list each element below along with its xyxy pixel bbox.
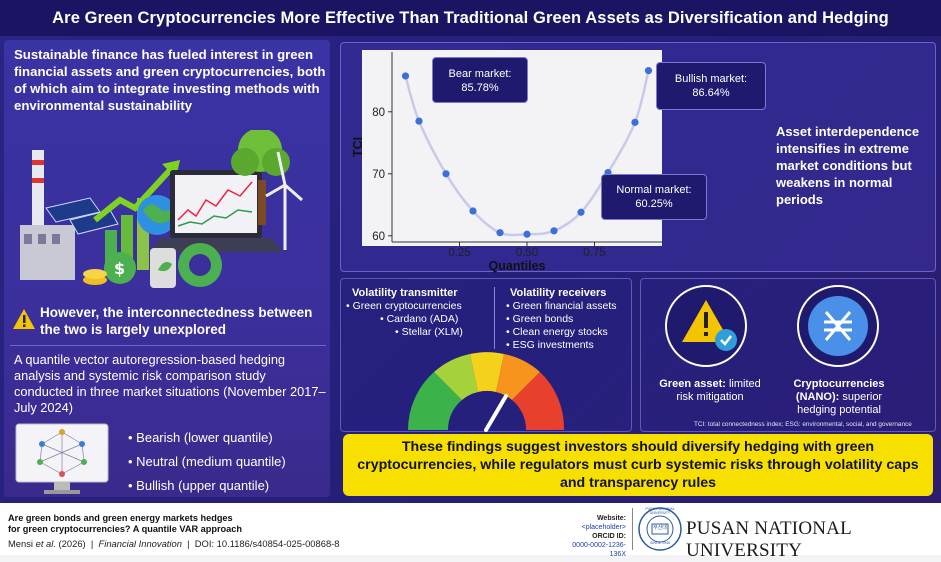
y-tick-label: 80	[372, 107, 385, 119]
bear-market-label: Bear market:	[448, 68, 512, 80]
orcid-link[interactable]: 0000-0002-1236-136X	[572, 542, 626, 558]
website-label: Website:	[596, 515, 626, 522]
tci-data-point	[442, 170, 450, 178]
green-finance-illustration: $	[20, 130, 303, 288]
nano-crypto-icon	[797, 285, 879, 367]
citation: Mensi et al. (2026) | Financial Innovati…	[8, 538, 340, 549]
university-name: PUSAN NATIONAL UNIVERSITY	[686, 518, 852, 561]
findings-box: These findings suggest investors should …	[343, 434, 933, 496]
crypto-title: Cryptocurrencies (NANO):	[793, 378, 885, 403]
warning-text: However, the interconnectedness between …	[40, 305, 313, 337]
receiver-item: • Green bonds	[506, 313, 574, 325]
y-axis-label: TCI	[351, 137, 365, 157]
receiver-title: Volatility receivers	[510, 287, 607, 299]
contact-info: Website: <placeholder> ORCID ID: 0000-00…	[560, 514, 626, 559]
network-monitor-icon	[15, 423, 109, 494]
crypto-desc: superior hedging potential	[797, 391, 883, 416]
tci-data-point	[550, 227, 558, 235]
tree-icon	[258, 180, 266, 225]
paper-title-line1: Are green bonds and green energy markets…	[8, 513, 233, 523]
green-asset-warning-icon	[665, 285, 747, 367]
footnote: TCI: total connectedness index; ESG: env…	[694, 421, 912, 428]
y-tick-label: 60	[372, 231, 385, 243]
tci-data-point	[469, 207, 477, 215]
x-tick-label: 0.50	[516, 247, 538, 259]
paper-title: Are green bonds and green energy markets…	[8, 513, 242, 535]
paper-title-line2: for green cryptocurrencies? A quantile V…	[8, 524, 242, 534]
bull-market-callout: Bullish market: 86.64%	[656, 62, 766, 110]
bear-market-value: 85.78%	[461, 82, 499, 94]
citation-year: (2026)	[55, 538, 86, 549]
transmitter-title: Volatility transmitter	[352, 287, 458, 299]
footer	[0, 503, 941, 555]
receiver-item: • ESG investments	[506, 339, 594, 351]
citation-authors: Mensi	[8, 538, 34, 549]
gauge-needle	[484, 394, 508, 432]
transmitter-item: • Green cryptocurrencies	[346, 300, 462, 312]
orcid-label: ORCID ID:	[592, 533, 626, 540]
tci-data-point	[496, 229, 504, 237]
x-tick-label: 0.75	[583, 247, 605, 259]
bull-market-value: 86.64%	[692, 87, 730, 99]
interdependence-text: Asset interdependence intensifies in ext…	[776, 124, 920, 207]
receiver-item: • Green financial assets	[506, 300, 617, 312]
citation-sep: |	[85, 538, 99, 549]
tci-data-point	[644, 67, 653, 75]
crypto-text: Cryptocurrencies (NANO): superior hedgin…	[780, 378, 898, 417]
page-title: Are Green Cryptocurrencies More Effectiv…	[0, 0, 941, 63]
footer-divider	[632, 508, 633, 550]
receiver-item: • Clean energy stocks	[506, 326, 608, 338]
divider	[10, 345, 326, 346]
transmitter-item: • Cardano (ADA)	[380, 313, 459, 325]
volatility-divider	[494, 287, 495, 349]
green-asset-title: Green asset:	[659, 378, 726, 390]
x-tick-label: 0.25	[448, 247, 470, 259]
tci-data-point	[577, 208, 585, 216]
seal-text: PUSAN NATIONAL UNIVERSITY	[645, 507, 675, 515]
growth-arrow-icon	[93, 167, 173, 223]
scenario-bullish: • Bullish (upper quantile)	[128, 478, 270, 493]
green-asset-text: Green asset: limited risk mitigation	[654, 378, 766, 404]
citation-doi[interactable]: DOI: 10.1186/s40854-025-00868-8	[194, 538, 340, 549]
money-bag-icon	[104, 252, 136, 284]
citation-sep: |	[181, 538, 195, 549]
volatility-gauge-icon	[408, 352, 565, 432]
normal-market-label: Normal market:	[616, 184, 692, 196]
tci-data-point	[415, 117, 423, 125]
tci-data-point	[631, 118, 639, 126]
study-description: A quantile vector autoregression-based h…	[14, 352, 326, 415]
green-asset-desc: limited risk mitigation	[676, 378, 761, 403]
y-tick-label: 70	[372, 169, 385, 181]
normal-market-callout: Normal market: 60.25%	[601, 174, 707, 220]
bull-market-label: Bullish market:	[674, 73, 748, 85]
scenario-neutral: • Neutral (medium quantile)	[128, 454, 286, 469]
citation-journal: Financial Innovation	[98, 538, 182, 549]
seal-center: 부산대	[653, 525, 667, 531]
x-axis-label: Quantiles	[489, 259, 546, 273]
citation-etal: et al.	[33, 538, 56, 549]
tci-data-point	[523, 230, 531, 238]
website-link[interactable]: <placeholder>	[581, 524, 626, 531]
bear-market-callout: Bear market: 85.78%	[432, 57, 528, 103]
svg-text:$: $	[114, 259, 125, 278]
tci-data-point	[401, 72, 410, 80]
transmitter-item: • Stellar (XLM)	[395, 326, 463, 338]
university-seal-icon	[638, 507, 682, 551]
intro-text: Sustainable finance has fueled interest …	[14, 47, 326, 113]
warning-icon	[13, 309, 35, 329]
seal-year: SINCE 1946	[650, 541, 670, 545]
chimney-icon	[32, 150, 44, 240]
normal-market-value: 60.25%	[635, 198, 673, 210]
scenario-bearish: • Bearish (lower quantile)	[128, 430, 273, 445]
